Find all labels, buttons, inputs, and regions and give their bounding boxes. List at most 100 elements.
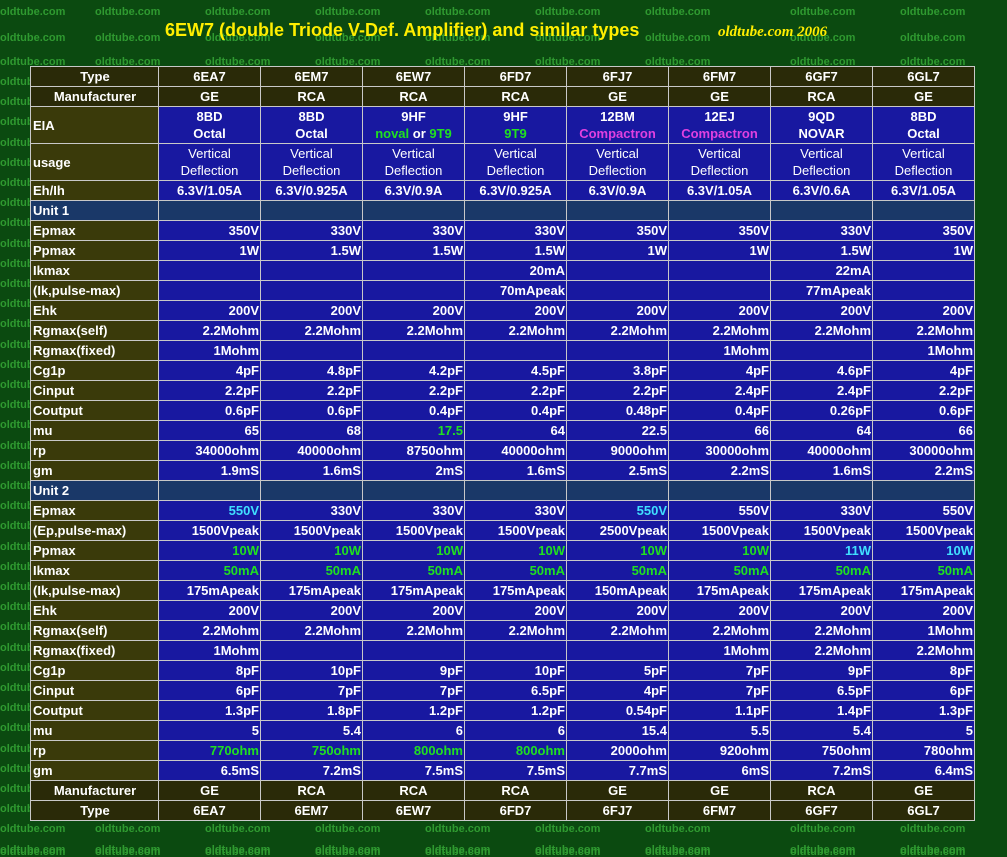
row-label: usage [30, 143, 159, 181]
table-cell: 1.3pF [158, 700, 261, 721]
watermark-text: oldtube.com [205, 56, 271, 68]
table-cell: 0.4pF [362, 400, 465, 421]
table-cell: 200V [260, 600, 363, 621]
table-cell: 6FJ7 [566, 66, 669, 87]
table-cell: 1Mohm [872, 340, 975, 361]
table-cell: 68 [260, 420, 363, 441]
eia-line: 8BD [262, 108, 361, 125]
watermark-text: oldtube.com [645, 6, 711, 18]
usage-cell: Vertical Deflection [566, 143, 669, 181]
watermark-text: oldtube.com [645, 56, 711, 68]
eia-text: 8BD [196, 109, 223, 124]
table-cell: 6EA7 [158, 800, 261, 821]
watermark-text: oldtube.com [95, 846, 161, 857]
eia-text: noval [375, 126, 410, 141]
table-cell: 6EM7 [260, 66, 363, 87]
table-cell: 1W [158, 240, 261, 261]
row-label: Cinput [30, 680, 159, 701]
watermark-text: oldtube.com [0, 56, 66, 68]
row-label: Ikmax [30, 560, 159, 581]
eia-line: 8BD [160, 108, 259, 125]
table-cell: 7.5mS [464, 760, 567, 781]
table-cell: 200V [362, 300, 465, 321]
eia-text: Compactron [579, 126, 656, 141]
table-cell: 2.2Mohm [872, 320, 975, 341]
table-cell: GE [566, 86, 669, 107]
eia-line: 8BD [874, 108, 973, 125]
table-cell: 2.2Mohm [566, 620, 669, 641]
watermark-text: oldtube.com [645, 823, 711, 835]
table-cell: 2.2Mohm [260, 320, 363, 341]
table-cell: 8pF [158, 660, 261, 681]
table-cell: 2.2Mohm [770, 620, 873, 641]
table-cell: GE [158, 86, 261, 107]
table-cell: 0.6pF [158, 400, 261, 421]
watermark-text: oldtube.com [645, 32, 711, 44]
watermark-text: oldtube.com [535, 32, 601, 44]
table-cell: 2.2pF [464, 380, 567, 401]
table-cell: 0.4pF [464, 400, 567, 421]
unit-header-row: Unit 2 [30, 480, 975, 501]
table-cell: 6FJ7 [566, 800, 669, 821]
table-cell [362, 640, 465, 661]
eia-line: Compactron [568, 125, 667, 142]
usage-cell: Vertical Deflection [362, 143, 465, 181]
table-cell: 7pF [260, 680, 363, 701]
table-cell: 330V [464, 500, 567, 521]
table-cell: 1.3pF [872, 700, 975, 721]
row-label: Rgmax(self) [30, 620, 159, 641]
eia-cell: 8BD Octal [260, 106, 363, 144]
table-cell: 6FM7 [668, 800, 771, 821]
table-cell: 175mApeak [668, 580, 771, 601]
table-cell: 11W [770, 540, 873, 561]
watermark-text: oldtube.com [0, 846, 66, 857]
table-cell: 175mApeak [362, 580, 465, 601]
table-cell: 10W [464, 540, 567, 561]
watermark-text: oldtube.com [535, 823, 601, 835]
table-cell: 10W [158, 540, 261, 561]
data-row: Coutput 1.3pF 1.8pF 1.2pF 1.2pF 0.54pF 1.1pF 1.… [30, 700, 975, 721]
eia-cell: 9QD NOVAR [770, 106, 873, 144]
eia-text: Octal [193, 126, 226, 141]
usage-line1: Vertical [392, 146, 435, 161]
watermark-text: oldtube.com [95, 823, 161, 835]
table-cell: RCA [464, 86, 567, 107]
eia-text: 9T9 [429, 126, 452, 141]
table-cell: GE [668, 780, 771, 801]
watermark-text: oldtube.com [205, 846, 271, 857]
table-cell: 2.2Mohm [362, 320, 465, 341]
table-cell: 6EW7 [362, 66, 465, 87]
unit-spacer [260, 480, 363, 501]
row-label: mu [30, 420, 159, 441]
unit-label: Unit 1 [30, 200, 159, 221]
row-label: mu [30, 720, 159, 741]
table-cell: 10W [566, 540, 669, 561]
table-cell: 1.4pF [770, 700, 873, 721]
row-label: Rgmax(fixed) [30, 340, 159, 361]
eia-text: or [409, 126, 430, 141]
table-cell: 2.2Mohm [464, 620, 567, 641]
table-cell: 4.8pF [260, 360, 363, 381]
data-row: Epmax 350V 330V 330V 330V 350V 350V 330V 350V [30, 220, 975, 241]
eia-line: noval or 9T9 [364, 125, 463, 142]
row-label: rp [30, 740, 159, 761]
table-cell: 15.4 [566, 720, 669, 741]
table-cell: 50mA [260, 560, 363, 581]
row-label: Ppmax [30, 540, 159, 561]
table-cell: 330V [260, 500, 363, 521]
eia-cell: 9HF 9T9 [464, 106, 567, 144]
table-cell: 6mS [668, 760, 771, 781]
usage-cell: Vertical Deflection [158, 143, 261, 181]
eia-line: 9QD [772, 108, 871, 125]
table-cell: 2.2pF [872, 380, 975, 401]
table-cell: 2.2Mohm [464, 320, 567, 341]
table-cell: 200V [770, 300, 873, 321]
table-cell [566, 280, 669, 301]
table-cell: 22.5 [566, 420, 669, 441]
row-label: Type [30, 66, 159, 87]
usage-cell: Vertical Deflection [464, 143, 567, 181]
table-cell: 1.1pF [668, 700, 771, 721]
table-cell: 6.3V/0.6A [770, 180, 873, 201]
watermark-text: oldtube.com [425, 823, 491, 835]
table-cell: 10W [872, 540, 975, 561]
